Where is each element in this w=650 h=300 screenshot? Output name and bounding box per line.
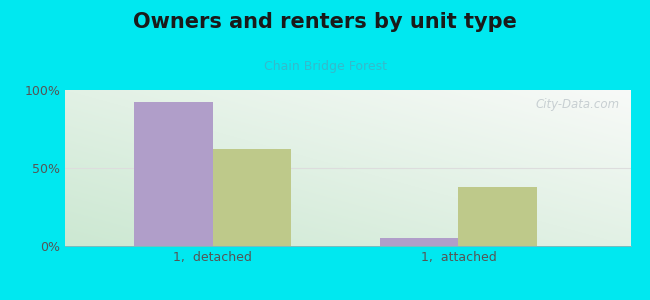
Text: Owners and renters by unit type: Owners and renters by unit type <box>133 12 517 32</box>
Text: City-Data.com: City-Data.com <box>535 98 619 111</box>
Text: Chain Bridge Forest: Chain Bridge Forest <box>263 60 387 73</box>
Bar <box>134 103 213 246</box>
Bar <box>458 187 537 246</box>
Bar <box>380 238 458 246</box>
Bar <box>213 149 291 246</box>
